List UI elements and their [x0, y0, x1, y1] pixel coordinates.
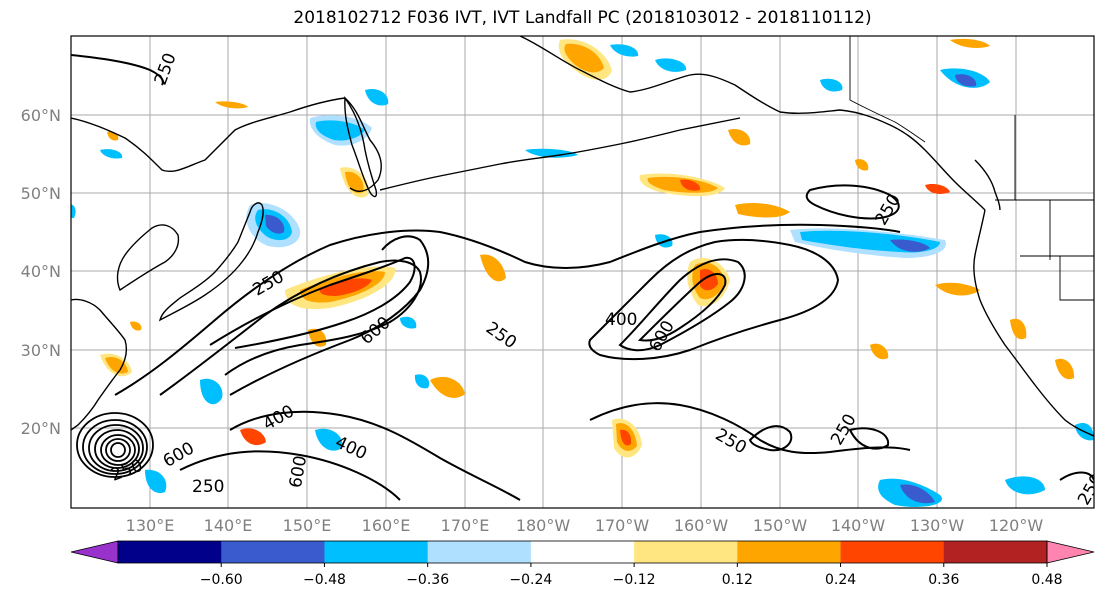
cyclone-contours — [76, 412, 154, 478]
longitude-tick-labels: 130°E 140°E 150°E 160°E 170°E 180°W 170°W 160°W… — [126, 516, 1044, 535]
colorbar-labels: −0.60 −0.48 −0.36 −0.24 −0.12 0.12 0.24 0.36 0.4… — [200, 563, 1063, 588]
ivt-contours — [71, 54, 1094, 501]
colorbar-outline — [117, 540, 1048, 564]
map-frame-bg — [71, 36, 1094, 508]
contour-label: 250 — [192, 477, 224, 497]
shading-layer — [71, 38, 1094, 507]
colorbar-label: −0.12 — [613, 572, 656, 588]
colorbar-segment — [427, 541, 532, 563]
latitude-tick-labels: 60°N 50°N 40°N 30°N 20°N — [21, 106, 61, 438]
colorbar-label: 0.48 — [1031, 572, 1062, 588]
colorbar-extend-min — [70, 540, 119, 564]
colorbar-segment — [840, 541, 945, 563]
negative-anomaly-patches — [71, 44, 1094, 507]
lon-tick-label: 180°W — [516, 516, 571, 535]
colorbar-label: −0.48 — [303, 572, 346, 588]
lon-tick-label: 140°E — [204, 516, 253, 535]
lon-tick-label: 160°W — [674, 516, 729, 535]
lon-tick-label: 160°E — [362, 516, 411, 535]
coastlines — [71, 36, 1094, 437]
lon-tick-label: 120°W — [989, 516, 1044, 535]
colorbar-label: 0.36 — [928, 572, 959, 588]
colorbar-label: 0.12 — [722, 572, 753, 588]
lat-tick-label: 20°N — [21, 419, 61, 438]
borders — [849, 36, 1094, 301]
lat-tick-label: 30°N — [21, 341, 61, 360]
lon-tick-label: 150°E — [283, 516, 332, 535]
colorbar-segment — [737, 541, 842, 563]
lat-tick-label: 60°N — [21, 106, 61, 125]
lon-tick-label: 150°W — [753, 516, 808, 535]
lon-tick-label: 130°E — [126, 516, 175, 535]
colorbar — [70, 540, 1095, 564]
colorbar-label: −0.24 — [509, 572, 552, 588]
colorbar-extend-max — [1046, 540, 1095, 564]
colorbar-label: −0.60 — [200, 572, 243, 588]
contour-label: 400 — [605, 310, 637, 330]
lat-tick-label: 40°N — [21, 262, 61, 281]
lon-tick-label: 140°W — [831, 516, 886, 535]
lon-tick-label: 170°W — [595, 516, 650, 535]
colorbar-segment — [221, 541, 325, 563]
lat-tick-label: 50°N — [21, 184, 61, 203]
colorbar-segment — [634, 541, 738, 563]
map-border — [70, 35, 1095, 509]
positive-anomaly-patches — [100, 38, 1075, 458]
map-title: 2018102712 F036 IVT, IVT Landfall PC (20… — [293, 8, 872, 28]
colorbar-segment — [324, 541, 429, 563]
colorbar-label: −0.36 — [406, 572, 449, 588]
colorbar-label: 0.24 — [825, 572, 856, 588]
lon-tick-label: 130°W — [910, 516, 965, 535]
colorbar-segment — [530, 541, 635, 563]
colorbar-segment — [118, 541, 222, 563]
lon-tick-label: 170°E — [441, 516, 490, 535]
colorbar-segment — [943, 541, 1048, 563]
